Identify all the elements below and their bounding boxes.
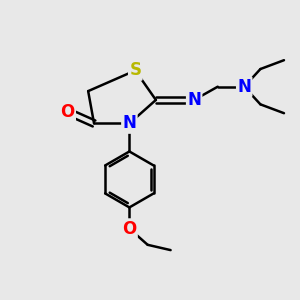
Text: N: N xyxy=(187,91,201,109)
Text: N: N xyxy=(237,78,251,96)
Text: S: S xyxy=(129,61,141,80)
Text: O: O xyxy=(122,220,136,238)
Text: O: O xyxy=(60,103,75,121)
Text: N: N xyxy=(122,115,136,133)
